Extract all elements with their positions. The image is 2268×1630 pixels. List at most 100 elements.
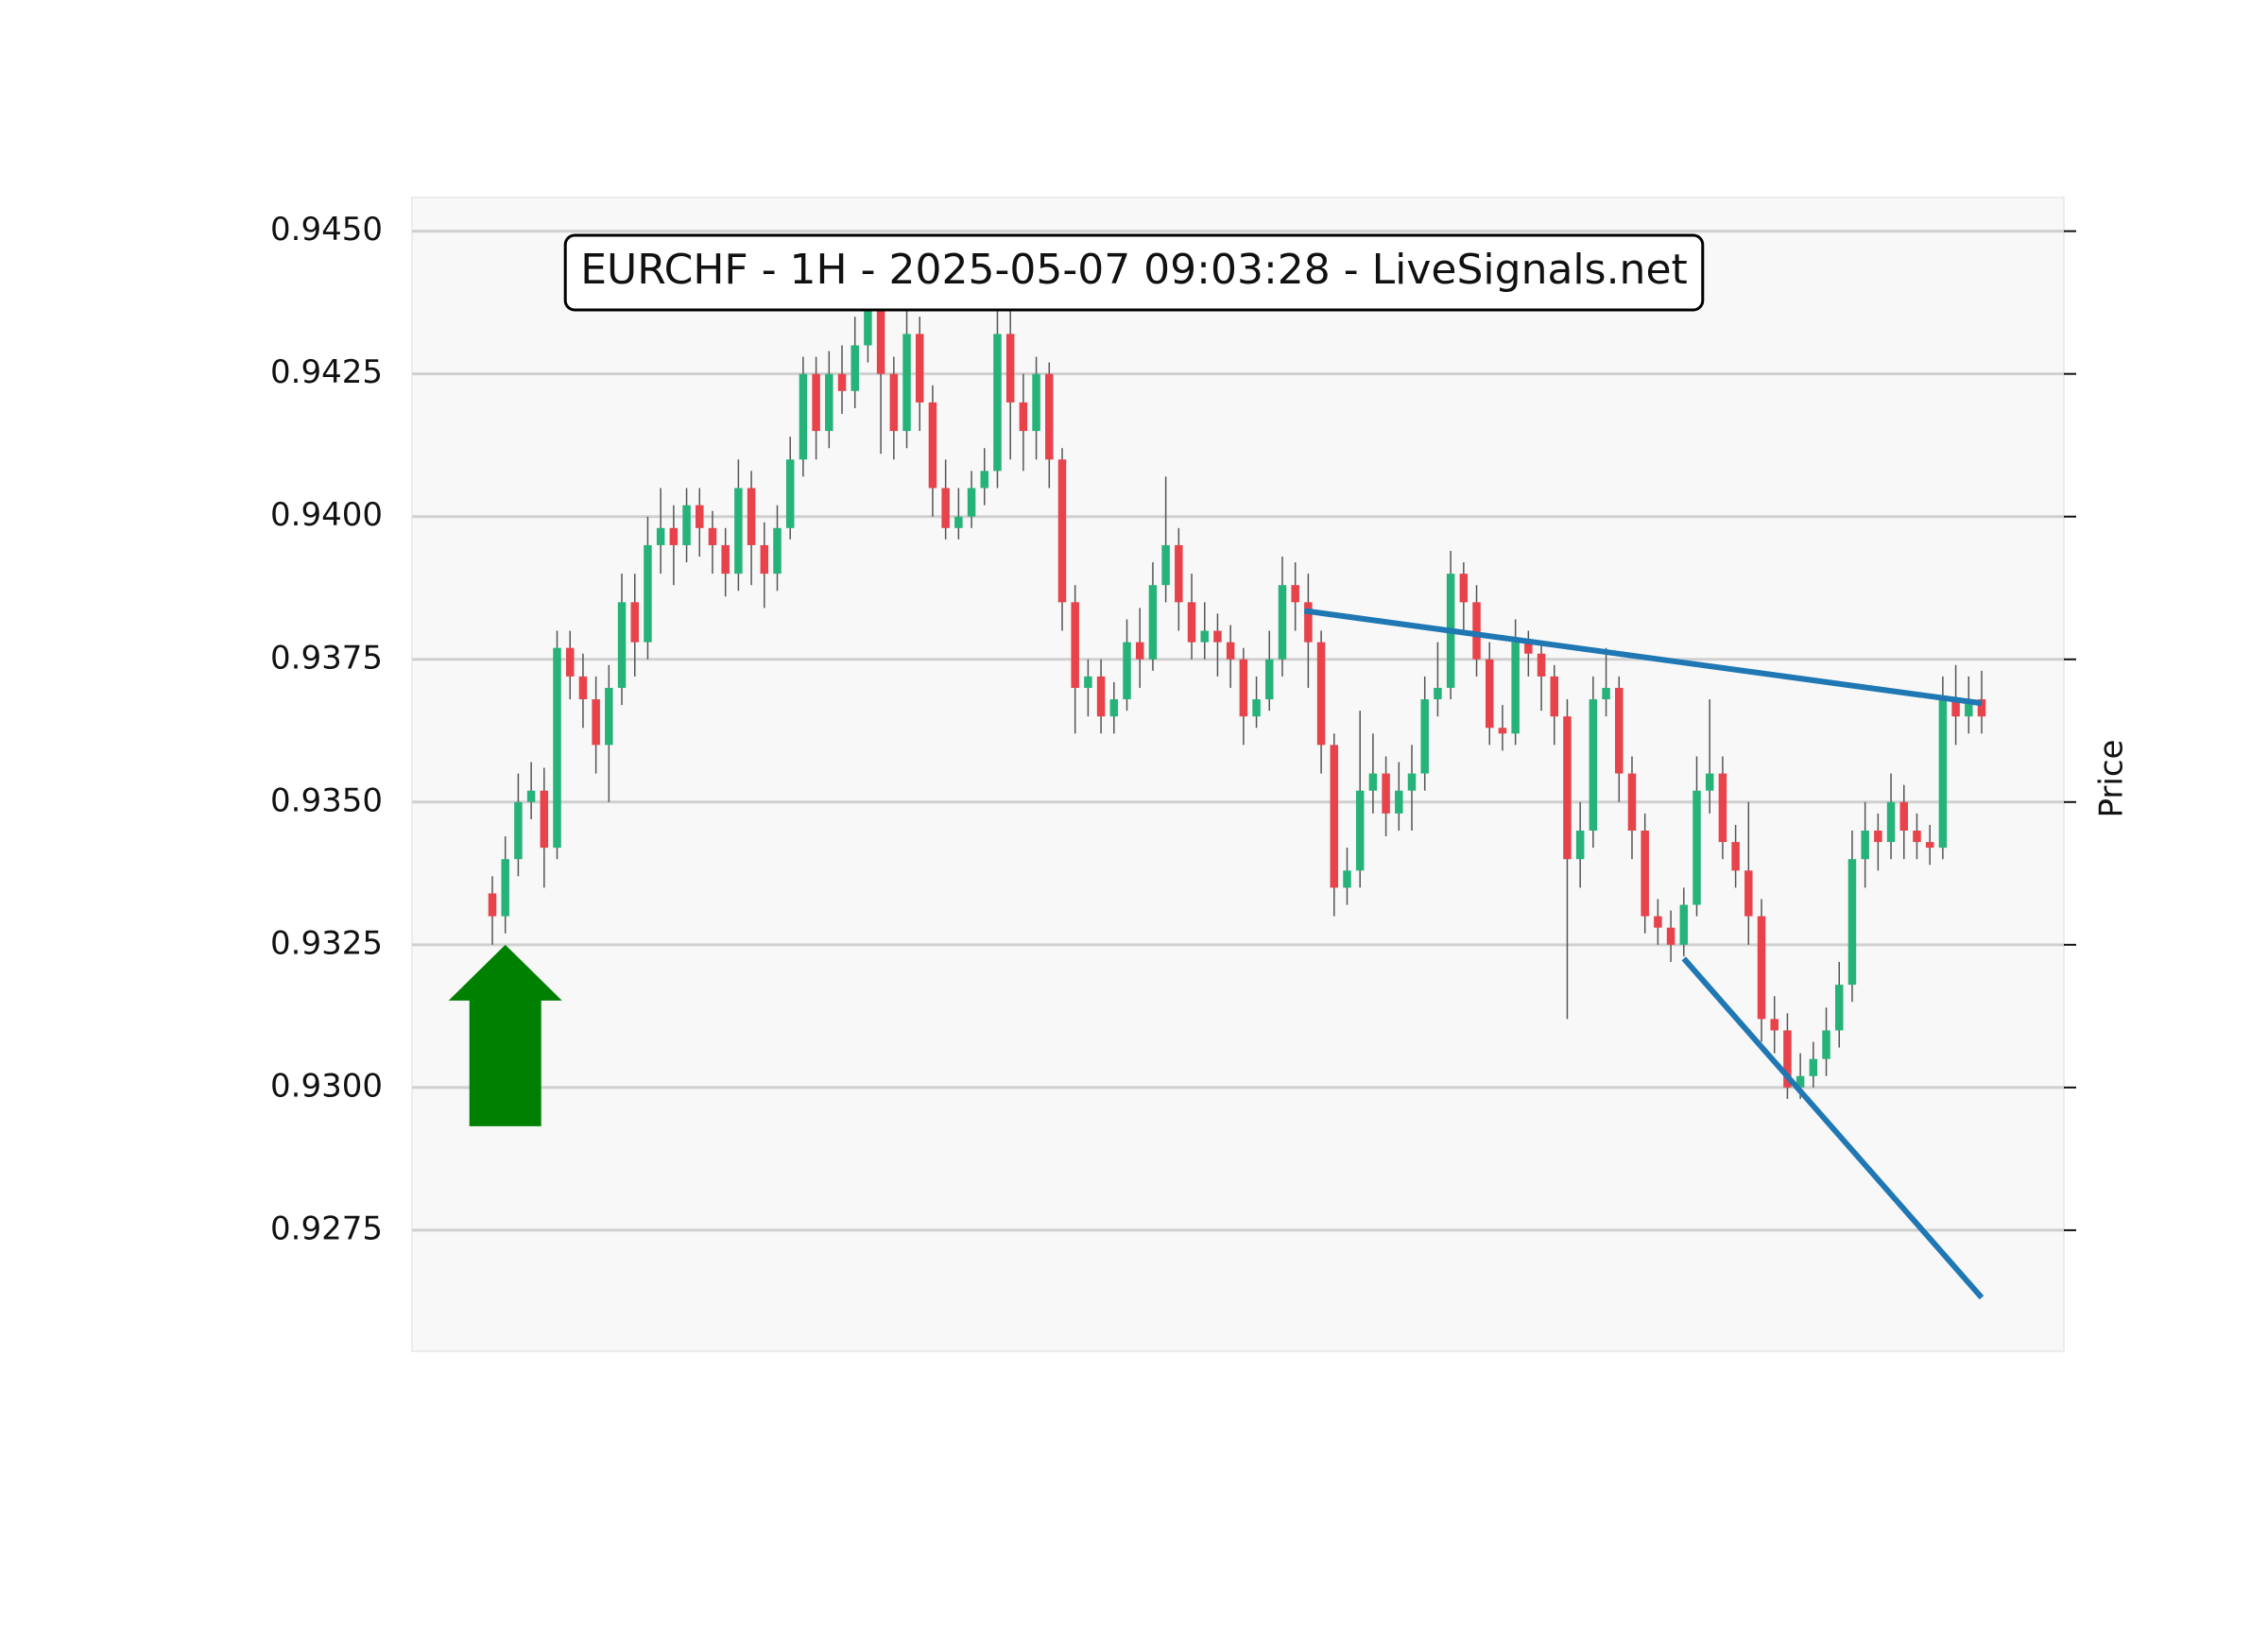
candle-body [1666,927,1675,945]
candle-body [1434,687,1442,700]
candle-body [1187,602,1196,643]
y-tick-label: 0.9325 [270,924,383,962]
candle-body [630,602,639,643]
candle-body [1550,676,1559,717]
candle-body [1057,459,1067,603]
candle-body [1005,334,1015,403]
candle-body [1252,699,1261,717]
candle-body [1575,831,1585,860]
candle-body [734,488,743,575]
candle-body [1045,373,1054,460]
candle-body [1770,1019,1778,1031]
candle-body [1304,602,1313,643]
candle-body [954,516,963,528]
candle-body [980,471,989,489]
candle-body [1627,773,1637,832]
candle-body [1965,699,1973,717]
candle-body [1382,773,1390,814]
candle-body [1977,699,1986,717]
candle-body [1291,585,1299,603]
candle-body [1718,773,1727,843]
candle-body [1783,1030,1792,1088]
candle-body [1368,773,1378,791]
candle-body [1951,699,1960,717]
candle-body [1886,801,1896,843]
candle-body [708,527,717,545]
title-box [563,233,1705,312]
candle-body [1511,642,1520,734]
y-tick-label: 0.9350 [270,781,383,819]
candle-body [1524,642,1533,654]
candle-body [565,647,575,677]
y-tick-label: 0.9450 [270,211,383,249]
trend-line [1303,608,1983,707]
candle-body [1459,574,1469,603]
candle-body [1537,653,1546,677]
chart-title: EURCHF - 1H - 2025-05-07 09:03:28 - Live… [580,246,1688,294]
candle-body [1654,916,1662,928]
candle-body [526,790,536,802]
candle-body [617,602,627,688]
candle-body [1822,1030,1830,1059]
candle-body [1641,831,1649,917]
candle-body [760,544,769,575]
candle-body [825,373,833,432]
candle-body [540,790,549,849]
candle-body [1705,773,1714,791]
candle-body [1899,801,1909,832]
candle-body [514,801,523,860]
candle-body [1175,544,1183,603]
candle-body [682,505,691,545]
candle-body [501,859,509,917]
candle-body [1395,790,1403,814]
candle-body [773,527,782,575]
candle-body [993,334,1002,472]
candle-body [721,544,730,575]
candle-body [1407,773,1417,791]
candle-body [1938,699,1948,849]
y-tick-label: 0.9375 [270,639,383,677]
candle-body [1835,985,1844,1031]
candle-body [1485,659,1494,729]
candle-body [889,373,899,432]
candle-body [812,373,820,432]
candle-body [941,488,950,528]
candle-body [488,893,497,917]
candle-body [1355,790,1365,871]
candle-body [1096,676,1106,717]
candle-body [1330,745,1339,888]
candle-body [1213,630,1222,643]
candle-body [967,488,976,517]
y-tick-label: 0.9425 [270,353,383,391]
candle-body [644,544,652,643]
candle-body [1084,676,1092,688]
candle-body [578,676,588,700]
candle-body [837,373,847,391]
candle-body [1757,916,1766,1020]
candle-body [1148,585,1158,660]
candle-body [1019,402,1028,432]
candle-body [1343,870,1351,888]
candle-body [902,334,911,432]
candle-body [696,505,704,528]
candle-body [799,373,808,460]
candle-body [553,647,561,849]
candle-body [1071,602,1079,688]
candle-body [876,288,885,374]
candle-body [1472,602,1481,660]
candle-body [785,459,795,528]
plot-area [411,197,2065,1352]
candle-body [1744,870,1753,917]
candle-body [1123,642,1131,700]
candle-body [1135,642,1144,660]
y-axis-label: Price [2093,740,2131,818]
candle-body [850,345,859,391]
candle-body [1563,716,1572,860]
candle-body [669,527,679,545]
candle-body [1874,831,1882,843]
candle-body [1420,699,1429,774]
candle-body [1692,790,1701,905]
candle-body [1913,831,1921,843]
candle-body [915,334,924,403]
candle-body [928,402,937,489]
